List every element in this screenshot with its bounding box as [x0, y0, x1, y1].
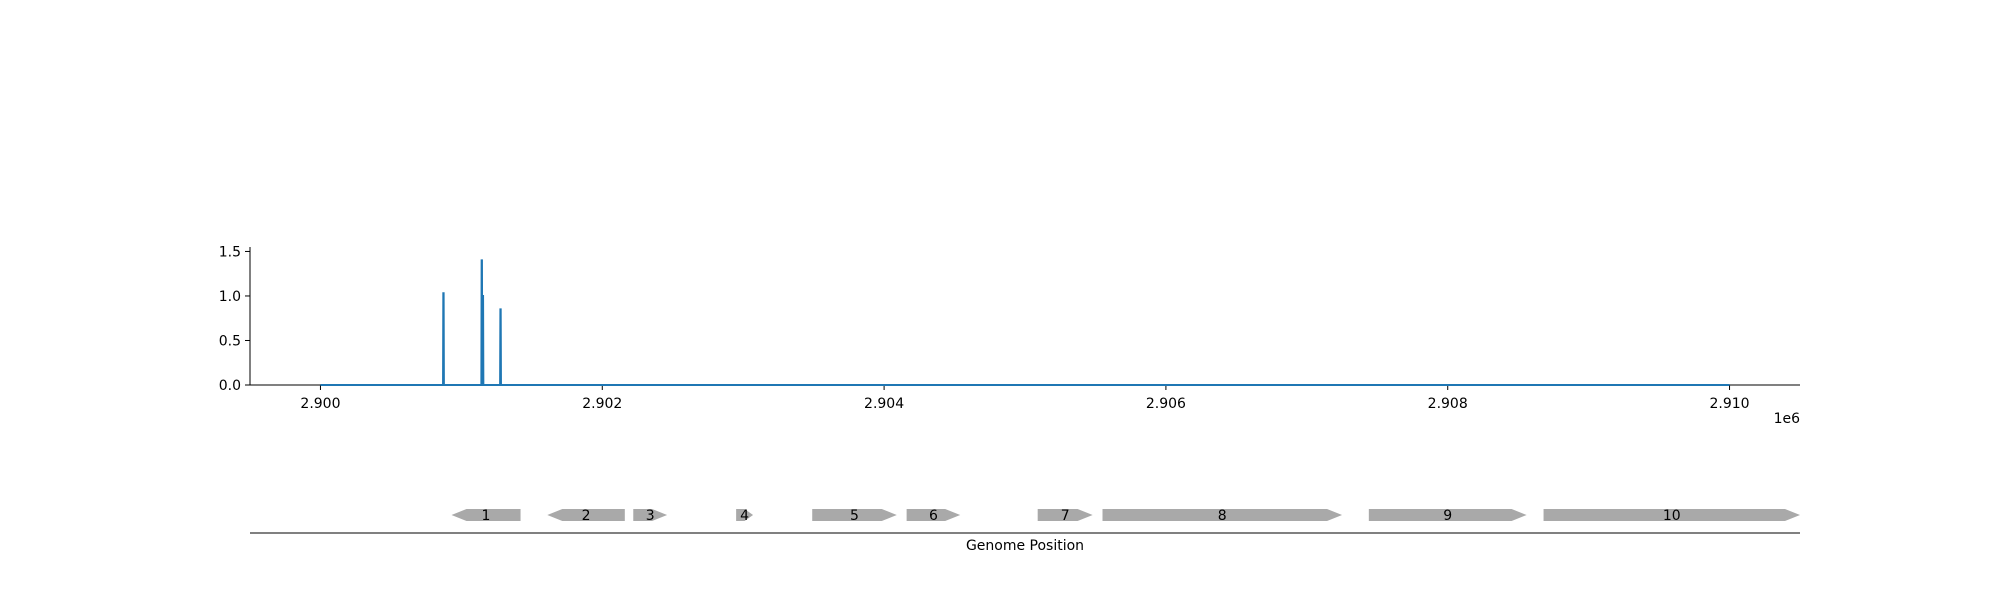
coverage-plot: 0.0 0.5 1.0 1.5 2.900 2.902 2.904 2.906 2.908 2.9… [219, 244, 1800, 412]
coverage-line [320, 259, 1730, 386]
y-tick-label: 0.0 [219, 378, 241, 394]
x-tick-label: 2.900 [300, 396, 340, 412]
gene-arrow-1 [451, 509, 521, 521]
gene-arrow-8 [1102, 509, 1343, 521]
gene-label-9: 9 [1443, 508, 1452, 524]
gene-label-10: 10 [1663, 508, 1681, 524]
gene-arrow-3 [633, 509, 668, 521]
gene-label-1: 1 [482, 508, 491, 524]
gene-label-8: 8 [1218, 508, 1227, 524]
x-tick-label: 2.908 [1428, 396, 1468, 412]
x-axis-offset-label: 1e6 [1774, 411, 1801, 427]
gene-arrow-7 [1037, 509, 1093, 521]
gene-label-6: 6 [929, 508, 938, 524]
gene-arrow-5 [812, 509, 897, 521]
x-tick-label: 2.902 [582, 396, 622, 412]
gene-arrow-2 [547, 509, 625, 521]
x-tick-label: 2.910 [1709, 396, 1749, 412]
gene-label-2: 2 [582, 508, 591, 524]
gene-label-4: 4 [740, 508, 749, 524]
y-tick-label: 1.0 [219, 289, 241, 305]
y-tick-label: 0.5 [219, 333, 241, 349]
gene-label-7: 7 [1061, 508, 1070, 524]
x-axis-label: Genome Position [966, 538, 1084, 554]
x-tick-label: 2.906 [1146, 396, 1186, 412]
x-tick-label: 2.904 [864, 396, 904, 412]
gene-arrow-4 [736, 509, 754, 521]
gene-arrow-9 [1368, 509, 1527, 521]
gene-label-5: 5 [850, 508, 859, 524]
gene-track: 1 2 3 4 5 6 7 8 9 10 [250, 508, 1800, 534]
gene-arrow-10 [1543, 509, 1800, 521]
y-tick-label: 1.5 [219, 244, 241, 260]
gene-arrow-6 [906, 509, 961, 521]
gene-label-3: 3 [646, 508, 655, 524]
